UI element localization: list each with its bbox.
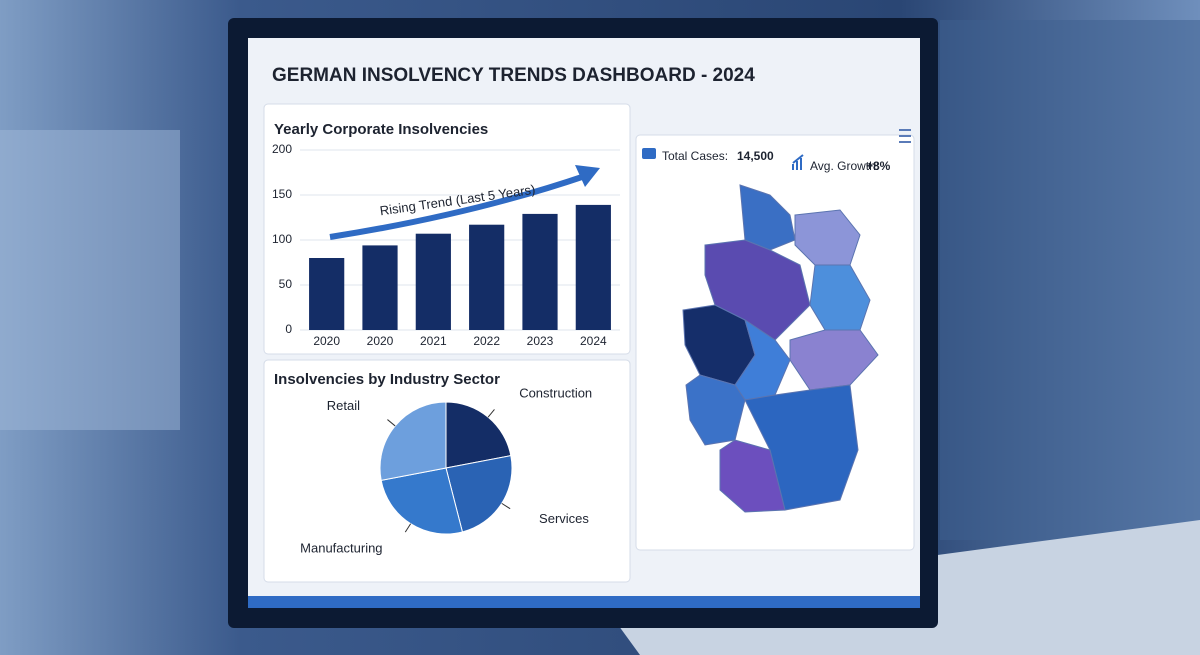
x-tick-label: 2021 — [420, 334, 447, 348]
bar — [362, 245, 398, 330]
map-region — [719, 439, 786, 513]
growth-icon — [792, 154, 804, 170]
pie-chart-title: Insolvencies by Industry Sector — [274, 371, 500, 388]
leader-line — [387, 419, 396, 427]
slice-label: Retail — [327, 398, 360, 413]
y-tick-label: 200 — [272, 142, 292, 156]
leader-line — [501, 502, 511, 510]
map-region — [685, 374, 746, 446]
total-cases-label: Total Cases: — [662, 149, 728, 163]
leader-line — [487, 409, 495, 418]
bar — [575, 204, 611, 330]
glass-wall — [940, 20, 1200, 540]
total-cases-value: 14,500 — [737, 149, 774, 163]
x-tick-label: 2022 — [473, 334, 500, 348]
briefcase-icon — [642, 148, 656, 159]
map-region — [704, 239, 811, 341]
window — [0, 130, 180, 430]
bar — [309, 258, 345, 330]
y-tick-label: 100 — [272, 232, 292, 246]
map-region — [789, 329, 879, 391]
bar-chart-title: Yearly Corporate Insolvencies — [274, 121, 488, 138]
x-tick-label: 2024 — [580, 334, 607, 348]
trend-arrow — [329, 173, 586, 240]
dashboard-title: GERMAN INSOLVENCY TRENDS DASHBOARD - 202… — [272, 65, 755, 86]
pie-slice — [445, 455, 513, 533]
pie-slice — [379, 401, 447, 481]
germany-map — [682, 184, 879, 513]
y-tick-label: 150 — [272, 187, 292, 201]
slice-label: Services — [539, 511, 589, 526]
x-tick-label: 2020 — [367, 334, 394, 348]
slice-label: Manufacturing — [300, 540, 382, 555]
x-tick-label: 2020 — [313, 334, 340, 348]
avg-growth-value: +8% — [866, 159, 891, 173]
bar — [415, 233, 451, 330]
y-tick-label: 50 — [279, 277, 293, 291]
x-tick-label: 2023 — [527, 334, 554, 348]
screen-accent — [248, 596, 920, 608]
y-tick-label: 0 — [285, 322, 292, 336]
trend-arrowhead — [575, 165, 600, 187]
slice-label: Construction — [519, 385, 592, 400]
bar — [522, 213, 558, 330]
leader-line — [404, 523, 412, 533]
avg-growth-label: Avg. Growth: — [810, 159, 879, 173]
bar — [469, 224, 505, 330]
menu-icon[interactable] — [899, 129, 911, 143]
